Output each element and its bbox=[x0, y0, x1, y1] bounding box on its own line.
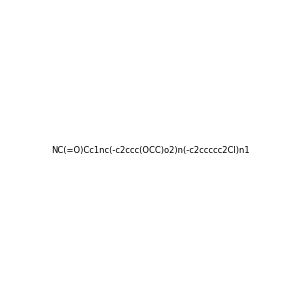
Text: NC(=O)Cc1nc(-c2ccc(OCC)o2)n(-c2ccccc2Cl)n1: NC(=O)Cc1nc(-c2ccc(OCC)o2)n(-c2ccccc2Cl)… bbox=[51, 146, 249, 154]
